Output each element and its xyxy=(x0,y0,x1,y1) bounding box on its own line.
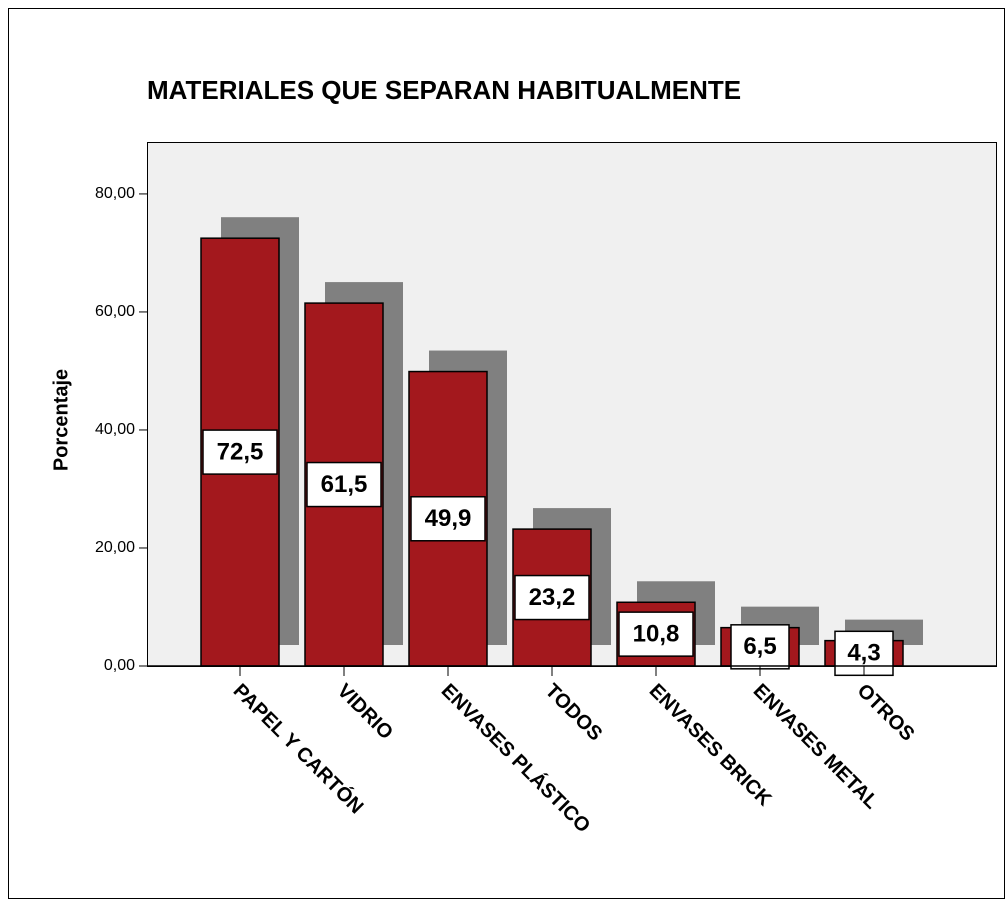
value-label: 61,5 xyxy=(321,471,368,498)
value-label-box xyxy=(618,611,694,657)
value-label-box xyxy=(514,574,590,621)
value-label-box xyxy=(410,496,486,542)
y-tick-label: 80,00 xyxy=(95,185,135,202)
y-tick-label: 60,00 xyxy=(95,303,135,320)
value-label: 49,9 xyxy=(425,505,472,532)
value-label: 10,8 xyxy=(633,620,680,647)
y-tick-label: 20,00 xyxy=(95,539,135,556)
value-label-box xyxy=(202,429,278,475)
y-axis-label: Porcentaje xyxy=(50,369,72,471)
y-tick-label: 0,00 xyxy=(104,657,135,674)
value-label: 6,5 xyxy=(743,633,776,660)
value-label-box xyxy=(730,624,790,670)
y-tick-label: 40,00 xyxy=(95,421,135,438)
value-label: 72,5 xyxy=(217,438,264,465)
value-label: 23,2 xyxy=(529,584,576,611)
chart-title: MATERIALES QUE SEPARAN HABITUALMENTE xyxy=(147,75,741,105)
value-label: 4,3 xyxy=(847,640,880,667)
value-label-box xyxy=(306,461,382,508)
